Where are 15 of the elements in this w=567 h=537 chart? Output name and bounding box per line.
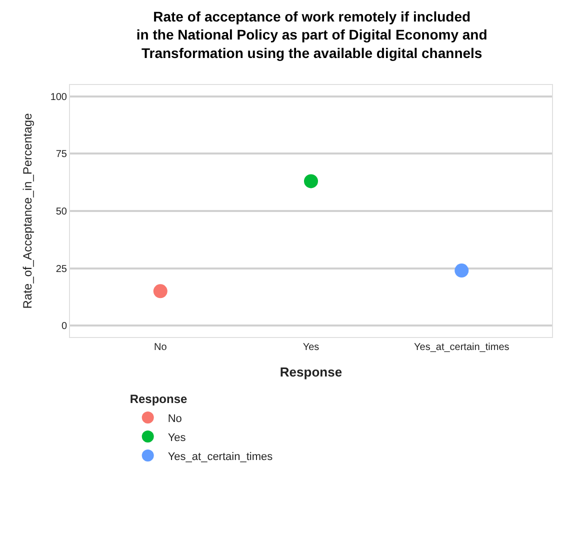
legend-label: Yes_at_certain_times xyxy=(168,450,274,463)
legend-title: Response xyxy=(130,392,188,406)
y-tick-label: 0 xyxy=(61,321,68,332)
legend-label: Yes xyxy=(168,432,186,444)
y-tick-label: 50 xyxy=(56,206,68,218)
x-tick-label: Yes_at_certain_times xyxy=(414,342,510,353)
x-tick-label: Yes xyxy=(302,342,320,353)
y-axis-title: Rate_of_Acceptance_in_Percentage xyxy=(20,112,35,309)
x-axis-title: Response xyxy=(280,364,342,380)
legend-label: No xyxy=(168,412,182,425)
y-tick-label: 75 xyxy=(56,149,68,160)
chart-title: Rate of acceptance of work remotely if included in the National Policy as part of Digital Economy and Transformation using the available digital channels xyxy=(136,8,488,61)
y-tick-label: 25 xyxy=(56,264,68,275)
x-tick-label: No xyxy=(154,342,168,353)
y-tick-label: 100 xyxy=(50,92,68,103)
